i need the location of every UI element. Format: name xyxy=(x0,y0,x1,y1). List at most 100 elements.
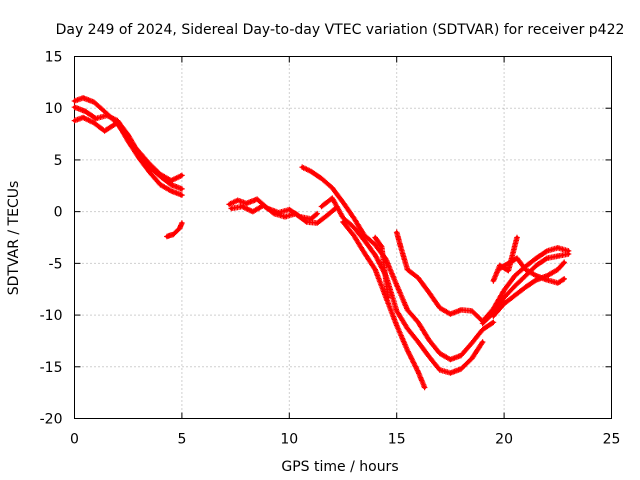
series-arc-g xyxy=(299,164,497,363)
data-point xyxy=(180,187,184,191)
data-point xyxy=(502,295,506,300)
data-point xyxy=(545,256,549,260)
x-tick-label: 20 xyxy=(495,432,513,448)
data-point xyxy=(545,278,549,282)
y-tick-label: 5 xyxy=(54,153,63,169)
data-point xyxy=(244,201,248,205)
data-point xyxy=(416,370,420,374)
data-point xyxy=(562,260,566,264)
x-tick-label: 25 xyxy=(603,432,621,448)
data-point xyxy=(171,232,175,236)
data-point xyxy=(309,169,313,173)
data-point xyxy=(556,254,560,258)
x-axis-label: GPS time / hours xyxy=(281,459,398,475)
series-arc-m xyxy=(490,259,567,319)
data-point xyxy=(459,308,463,312)
data-point xyxy=(94,117,98,121)
y-tick-label: 15 xyxy=(45,50,63,66)
data-point xyxy=(373,235,377,240)
data-point xyxy=(513,274,517,278)
data-point xyxy=(438,306,442,310)
data-point xyxy=(534,256,538,260)
data-point xyxy=(72,105,77,109)
data-point xyxy=(148,170,152,174)
data-point xyxy=(545,249,549,253)
data-point xyxy=(81,115,85,120)
series-arc-i xyxy=(340,219,428,391)
plot-frame xyxy=(74,56,612,419)
data-point xyxy=(448,312,452,316)
y-tick-label: -10 xyxy=(40,308,63,324)
data-point xyxy=(448,371,452,375)
data-point xyxy=(513,284,517,288)
chart-title: Day 249 of 2024, Sidereal Day-to-day VTE… xyxy=(56,22,625,38)
data-point xyxy=(438,368,442,372)
data-point xyxy=(300,165,304,169)
data-point xyxy=(506,269,510,273)
data-point xyxy=(326,213,330,217)
series-markers xyxy=(71,114,185,198)
data-point xyxy=(502,302,506,306)
data-point xyxy=(165,234,169,239)
data-point xyxy=(158,174,162,179)
series-arc-c xyxy=(71,114,185,198)
data-point xyxy=(524,285,528,289)
x-tick-label: 0 xyxy=(70,432,79,448)
data-point xyxy=(502,288,506,292)
data-point xyxy=(405,268,409,272)
y-tick-label: 10 xyxy=(45,101,63,117)
data-point xyxy=(72,99,77,103)
data-point xyxy=(341,220,345,224)
data-point xyxy=(72,119,77,123)
data-point xyxy=(126,139,130,143)
data-point xyxy=(427,338,431,342)
x-tick-label: 15 xyxy=(388,432,406,448)
data-point xyxy=(229,206,233,211)
series-markers xyxy=(340,219,428,391)
data-point xyxy=(319,176,324,181)
series-arc-d xyxy=(164,220,185,240)
data-point xyxy=(178,226,182,230)
data-point xyxy=(330,196,334,200)
data-point xyxy=(386,295,390,300)
series-arc-o xyxy=(490,234,520,284)
y-tick-label: 0 xyxy=(54,205,63,221)
data-point xyxy=(373,253,377,257)
data-point xyxy=(405,326,409,331)
data-point xyxy=(481,328,485,332)
data-point xyxy=(236,198,240,202)
data-point xyxy=(524,274,528,278)
data-point xyxy=(169,189,173,193)
data-point xyxy=(556,281,560,285)
data-point xyxy=(92,121,96,125)
data-point xyxy=(81,96,85,100)
y-axis-label: SDTVAR / TECUs xyxy=(6,181,22,296)
data-point xyxy=(416,340,420,344)
data-point xyxy=(287,208,291,212)
data-point xyxy=(362,251,367,255)
data-point xyxy=(352,216,356,220)
data-point xyxy=(513,293,517,297)
data-point xyxy=(566,252,571,256)
data-point xyxy=(562,277,566,281)
data-point xyxy=(251,210,255,214)
data-point xyxy=(395,323,399,327)
data-point xyxy=(491,279,495,283)
data-point xyxy=(498,263,502,267)
y-tick-label: -20 xyxy=(40,412,63,428)
data-point xyxy=(470,309,474,313)
data-point xyxy=(405,348,409,352)
series-arc-j xyxy=(372,234,391,301)
data-point xyxy=(395,230,399,234)
data-point xyxy=(405,308,409,312)
data-point xyxy=(448,357,452,362)
data-point xyxy=(83,109,87,113)
data-point xyxy=(272,212,276,216)
data-point xyxy=(294,212,298,216)
data-point xyxy=(283,215,287,219)
data-point xyxy=(227,202,231,206)
data-point xyxy=(556,268,560,272)
series-arc-l xyxy=(479,251,572,327)
y-tick-label: -5 xyxy=(49,256,63,272)
